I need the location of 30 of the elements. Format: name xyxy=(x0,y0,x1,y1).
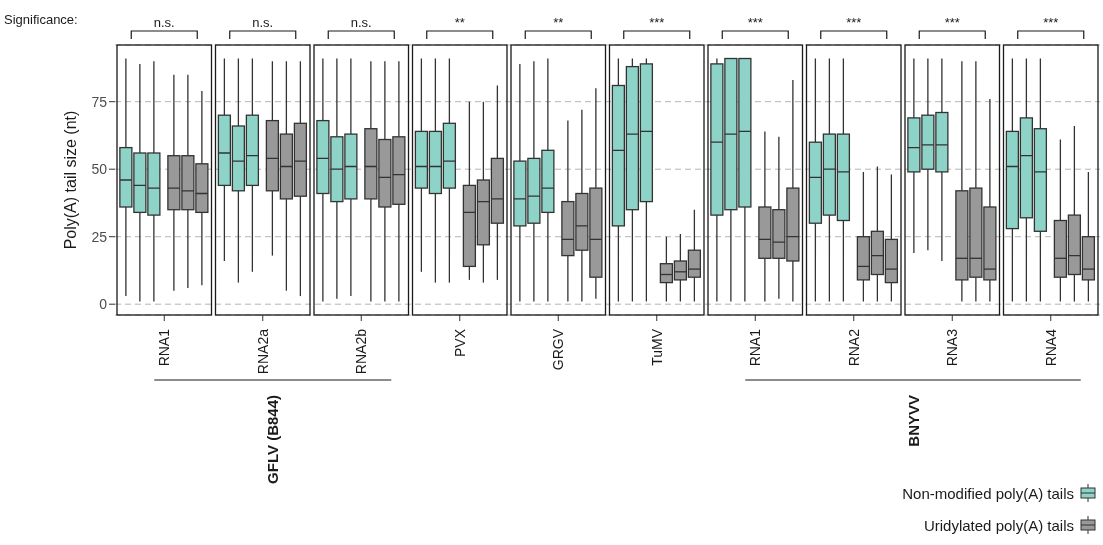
text: *** xyxy=(1043,15,1059,30)
text: ** xyxy=(454,15,465,30)
y-tick-label: 75 xyxy=(91,93,108,110)
text: GFLV (B844) xyxy=(264,395,282,484)
x-tick-label: RNA4 xyxy=(1042,328,1059,367)
text: *** xyxy=(747,15,763,30)
legend-label: Uridylated poly(A) tails xyxy=(923,516,1074,534)
legend-label: Non-modified poly(A) tails xyxy=(902,484,1074,502)
text: *** xyxy=(944,15,960,30)
x-tick-label: RNA2b xyxy=(353,328,370,375)
x-tick-label: RNA1 xyxy=(747,328,764,367)
text: Significance: xyxy=(4,12,78,27)
y-tick-label: 25 xyxy=(91,228,108,245)
text: *** xyxy=(846,15,862,30)
text: ** xyxy=(553,15,564,30)
x-tick-label: GRGV xyxy=(550,328,567,371)
x-tick-label: RNA1 xyxy=(156,328,173,367)
x-tick-label: RNA2a xyxy=(254,328,271,375)
x-tick-label: RNA2 xyxy=(845,328,862,367)
text: n.s. xyxy=(350,15,372,30)
y-axis-title: Poly(A) tail size (nt) xyxy=(61,110,79,250)
y-tick-label: 50 xyxy=(91,161,108,178)
text: *** xyxy=(649,15,665,30)
text: BNYVV xyxy=(904,395,922,447)
x-tick-label: TuMV xyxy=(648,328,665,366)
text: n.s. xyxy=(252,15,274,30)
x-tick-label: PVX xyxy=(451,328,468,358)
y-tick-label: 0 xyxy=(99,296,108,313)
x-tick-label: RNA3 xyxy=(944,328,961,367)
text: n.s. xyxy=(153,15,175,30)
